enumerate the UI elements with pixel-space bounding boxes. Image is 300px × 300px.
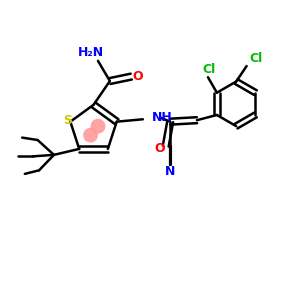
Text: O: O (154, 142, 164, 155)
Circle shape (83, 128, 98, 142)
Circle shape (91, 119, 105, 134)
Text: NH: NH (152, 111, 172, 124)
Text: H₂N: H₂N (77, 46, 104, 59)
Text: N: N (165, 165, 175, 178)
Text: Cl: Cl (203, 63, 216, 76)
Text: S: S (64, 114, 73, 127)
Text: O: O (133, 70, 143, 83)
Text: Cl: Cl (249, 52, 262, 65)
